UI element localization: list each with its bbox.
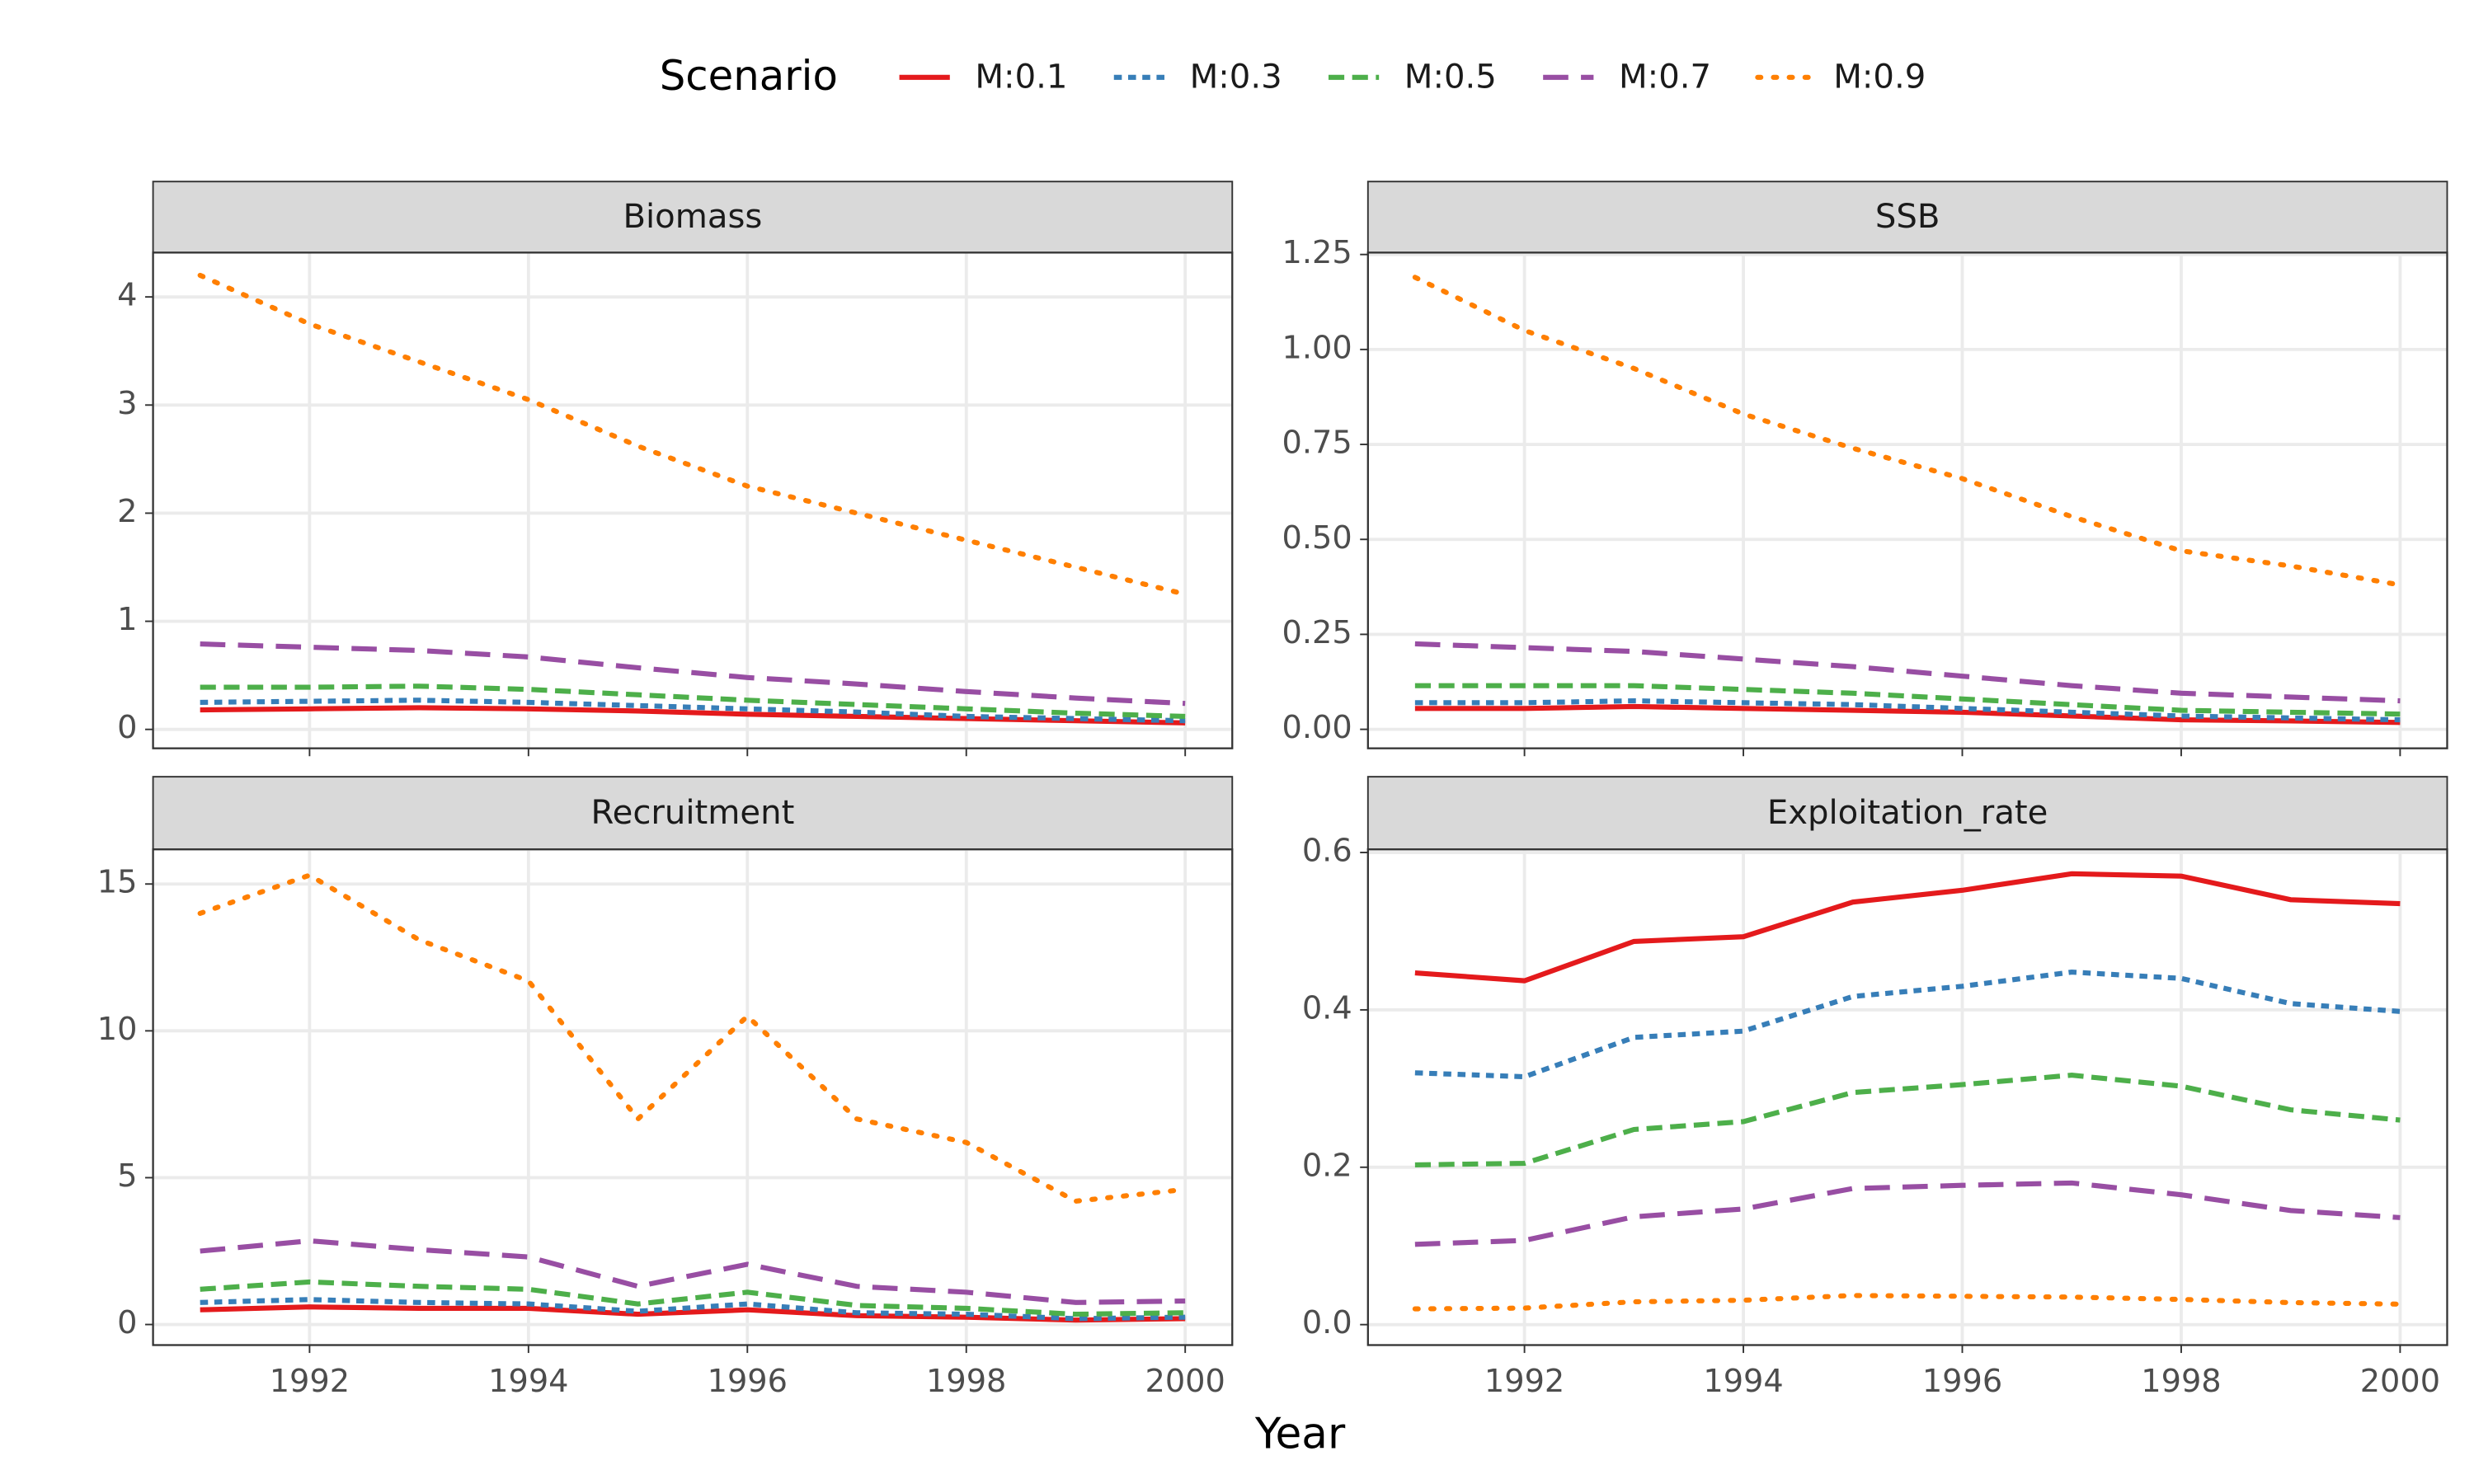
y-tick-label: 1.00 [1282, 329, 1352, 366]
strip [152, 776, 1234, 851]
series-line [1414, 641, 2401, 704]
x-tick-label: 1992 [1484, 1363, 1564, 1400]
y-tick-label: 0.4 [1302, 989, 1352, 1026]
strip-label: Recruitment [590, 794, 794, 832]
y-tick-label: 0 [117, 709, 137, 746]
y-tick-label: 0.50 [1282, 519, 1352, 556]
legend-title: Scenario [660, 52, 838, 100]
panel-border [152, 848, 1234, 1346]
y-tick-label: 0.2 [1302, 1147, 1352, 1184]
series-line [200, 1237, 1186, 1305]
x-tick-label: 2000 [2360, 1363, 2440, 1400]
strip-label: SSB [1875, 198, 1940, 236]
x-axis-title: Year [1254, 1410, 1346, 1459]
series-line [200, 705, 1186, 726]
strip [152, 181, 1234, 254]
y-tick-label: 1 [117, 601, 137, 638]
series-line [1414, 871, 2401, 984]
series-line [200, 1304, 1186, 1323]
strip [1366, 181, 2448, 254]
series-line [1412, 1293, 2403, 1312]
x-tick-label: 1998 [926, 1363, 1006, 1400]
series-line [1414, 703, 2401, 726]
series-line [1414, 1073, 2401, 1167]
y-tick-label: 1.25 [1282, 234, 1352, 271]
series-line [197, 272, 1188, 597]
series-line [200, 641, 1186, 707]
legend-label: M:0.3 [1190, 59, 1282, 96]
legend-label: M:0.9 [1833, 59, 1926, 96]
panel-border [1366, 251, 2448, 749]
panel-border [1366, 848, 2448, 1346]
y-tick-label: 2 [117, 493, 137, 530]
x-tick-label: 1992 [270, 1363, 350, 1400]
x-tick-label: 1996 [1922, 1363, 2002, 1400]
y-tick-label: 10 [97, 1011, 138, 1048]
y-tick-label: 0.6 [1302, 833, 1352, 870]
series-line [197, 872, 1188, 1205]
x-tick-label: 2000 [1145, 1363, 1225, 1400]
x-tick-label: 1994 [488, 1363, 568, 1400]
strip-label: Exploitation_rate [1767, 794, 2048, 832]
y-tick-label: 4 [117, 277, 137, 314]
panel-border [152, 251, 1234, 749]
strip-label: Biomass [623, 198, 762, 236]
legend-label: M:0.5 [1404, 59, 1497, 96]
y-tick-label: 15 [97, 864, 138, 901]
legend-label: M:0.1 [975, 59, 1067, 96]
y-tick-label: 0.00 [1282, 709, 1352, 746]
y-tick-label: 0.0 [1302, 1304, 1352, 1341]
series-line [1414, 1180, 2401, 1247]
legend-label: M:0.7 [1619, 59, 1711, 96]
x-tick-label: 1994 [1703, 1363, 1783, 1400]
y-tick-label: 3 [117, 385, 137, 422]
strip [1366, 776, 2448, 851]
series-line [1412, 275, 2403, 588]
y-tick-label: 0.25 [1282, 614, 1352, 651]
y-tick-label: 0 [117, 1304, 137, 1341]
x-tick-label: 1998 [2141, 1363, 2221, 1400]
x-tick-label: 1996 [708, 1363, 788, 1400]
y-tick-label: 0.75 [1282, 425, 1352, 462]
y-tick-label: 5 [117, 1158, 137, 1195]
